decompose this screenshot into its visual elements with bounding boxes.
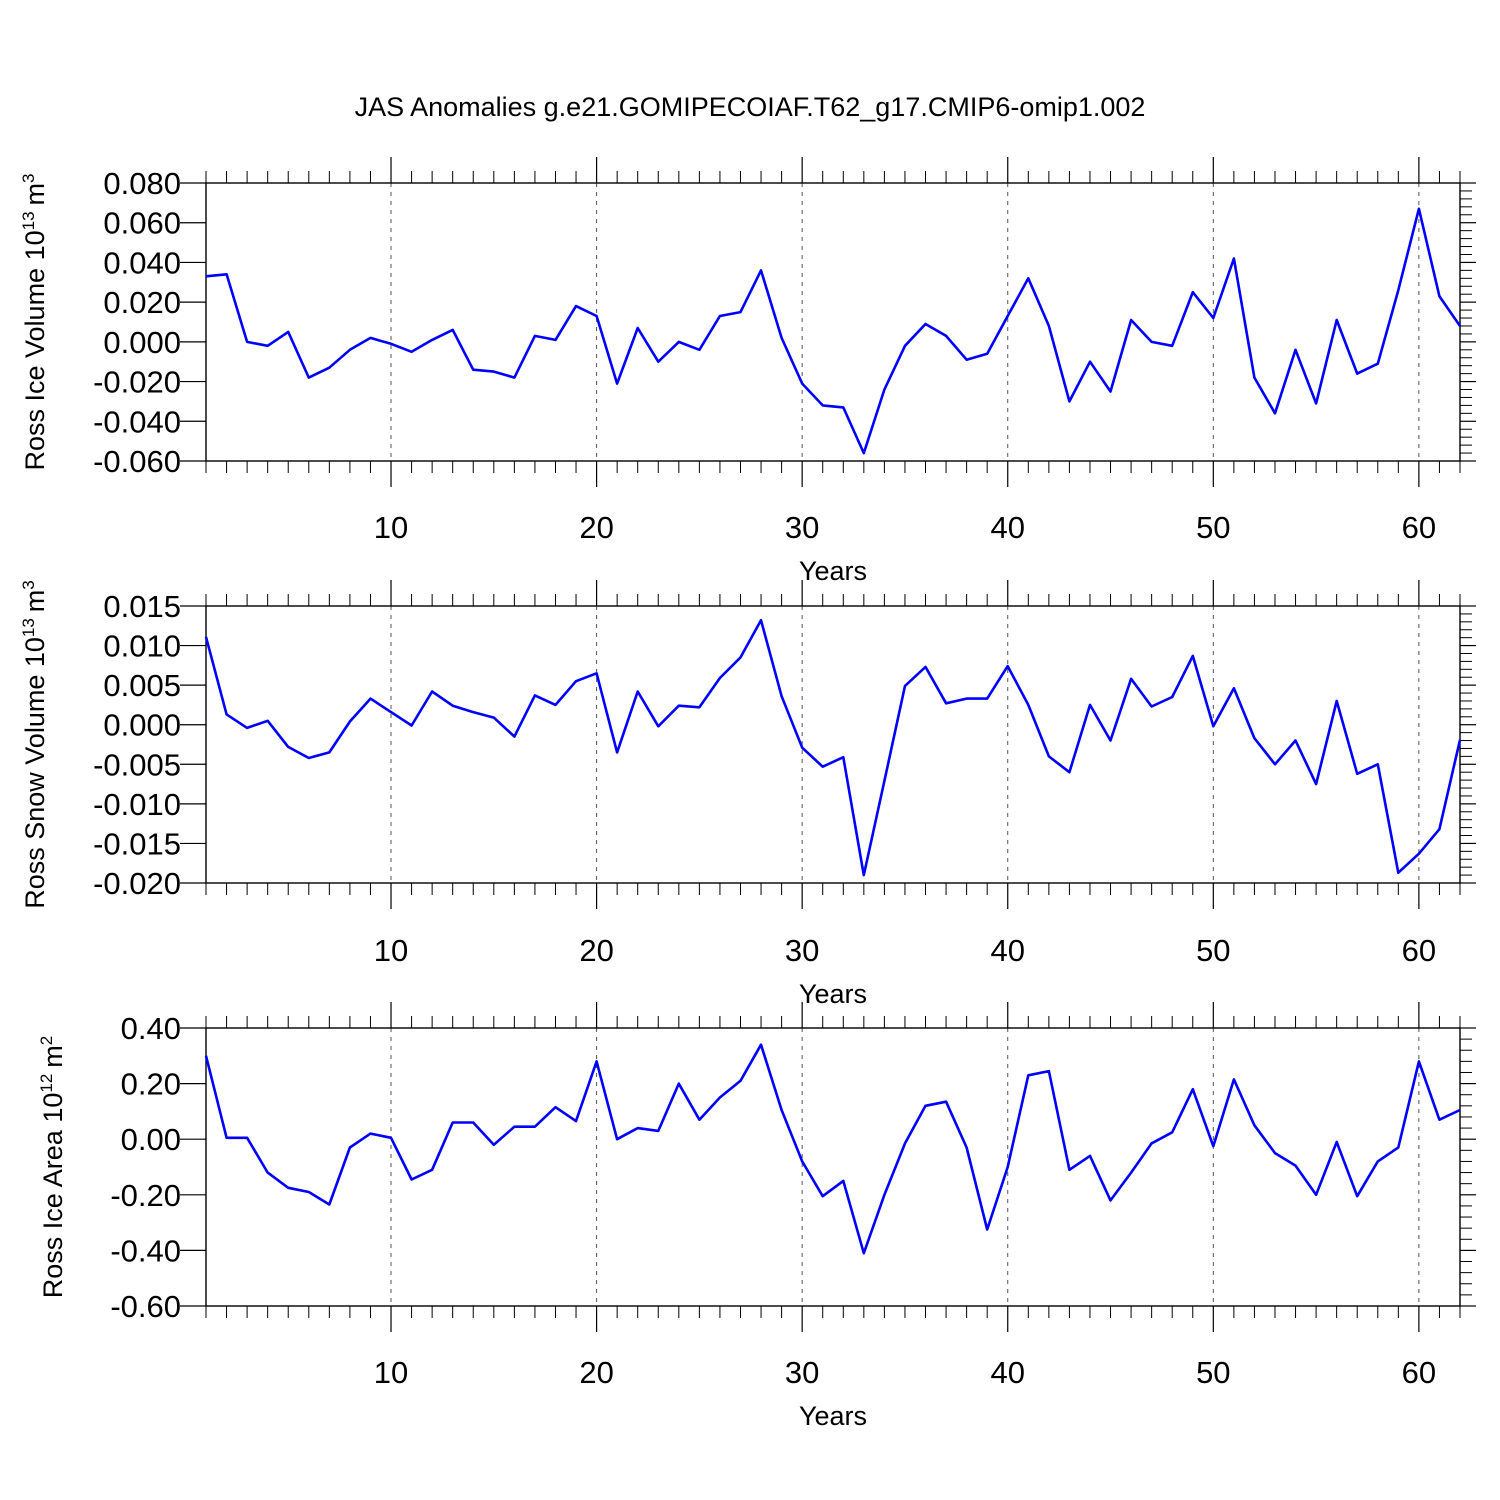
y-tick-label: -0.020 xyxy=(93,365,181,400)
x-tick-label: 50 xyxy=(1196,1355,1230,1390)
figure-title: JAS Anomalies g.e21.GOMIPECOIAF.T62_g17.… xyxy=(354,92,1146,122)
x-tick-label: 40 xyxy=(990,510,1024,545)
y-tick-label: -0.020 xyxy=(93,866,181,901)
y-axis-label-exponent: 13 xyxy=(19,211,38,230)
x-tick-label: 10 xyxy=(374,1355,408,1390)
y-tick-label: -0.40 xyxy=(110,1233,181,1268)
y-axis-label-unit: m xyxy=(20,590,50,613)
y-axis-label: Ross Snow Volume 1013 m3 xyxy=(19,580,50,909)
y-axis-label-unit-exponent: 2 xyxy=(37,1036,56,1045)
x-tick-label: 50 xyxy=(1196,933,1230,968)
y-tick-label: 0.005 xyxy=(103,668,181,703)
x-axis-label: Years xyxy=(799,1401,867,1431)
x-tick-label: 60 xyxy=(1402,1355,1436,1390)
data-series-line xyxy=(204,1043,1461,1255)
plot-frame xyxy=(205,182,1461,462)
y-axis-label-text: Ross Snow Volume 10 xyxy=(20,637,50,909)
y-axis-label: Ross Ice Area 1012 m2 xyxy=(37,1036,68,1299)
y-tick-label: -0.015 xyxy=(93,826,181,861)
data-series-line xyxy=(204,618,1462,877)
x-tick-label: 20 xyxy=(579,1355,613,1390)
chart-panel-2: 10 20 30 40 50 60 -0.020 -0.015 -0.010 -0.005 0.00… xyxy=(19,580,1476,1009)
x-tick-label: 10 xyxy=(374,933,408,968)
x-tick-label: 30 xyxy=(785,933,819,968)
x-tick-label: 40 xyxy=(990,933,1024,968)
y-tick-label: 0.080 xyxy=(103,166,181,201)
x-tick-label: 20 xyxy=(579,933,613,968)
y-tick-label: 0.040 xyxy=(103,245,181,280)
x-tick-label: 30 xyxy=(785,510,819,545)
y-tick-label: 0.20 xyxy=(121,1067,181,1102)
y-tick-label: 0.000 xyxy=(103,708,181,743)
y-tick-label: -0.060 xyxy=(93,444,181,479)
y-tick-label: 0.015 xyxy=(103,589,181,624)
y-axis-label: Ross Ice Volume 1013 m3 xyxy=(19,173,50,470)
x-tick-label: 30 xyxy=(785,1355,819,1390)
y-axis-label-unit-exponent: 3 xyxy=(19,173,38,182)
y-tick-label: 0.40 xyxy=(121,1011,181,1046)
y-axis-label-unit: m xyxy=(20,183,50,206)
y-tick-label: -0.010 xyxy=(93,787,181,822)
data-series-line xyxy=(205,207,1462,455)
y-axis-label-exponent: 13 xyxy=(19,618,38,637)
x-tick-label: 60 xyxy=(1402,933,1436,968)
y-tick-label: 0.010 xyxy=(103,629,181,664)
x-tick-label: 40 xyxy=(990,1355,1024,1390)
y-tick-label: -0.040 xyxy=(93,404,181,439)
x-tick-label: 20 xyxy=(579,510,613,545)
plot-frame xyxy=(205,1027,1461,1307)
y-tick-label: -0.20 xyxy=(110,1178,181,1213)
chart-panel-3: 10 20 30 40 50 60 -0.60 -0.40 -0.20 0.00 0.20 0.40 Y… xyxy=(37,1002,1476,1431)
y-axis-label-unit: m xyxy=(38,1045,68,1068)
y-tick-label: 0.00 xyxy=(121,1122,181,1157)
y-tick-label: 0.020 xyxy=(103,285,181,320)
y-tick-label: 0.000 xyxy=(103,325,181,360)
plot-frame xyxy=(205,605,1461,884)
x-tick-label: 60 xyxy=(1402,510,1436,545)
x-axis-label: Years xyxy=(799,979,867,1009)
y-axis-label-text: Ross Ice Area 10 xyxy=(38,1093,68,1299)
y-axis-label-exponent: 12 xyxy=(37,1074,56,1093)
y-axis-label-text: Ross Ice Volume 10 xyxy=(20,230,50,470)
y-tick-label: -0.005 xyxy=(93,747,181,782)
x-axis-label: Years xyxy=(799,556,867,586)
chart-panel-1: 10 20 30 40 50 60 -0.060 -0.040 -0.020 0.000 0.020… xyxy=(19,157,1476,586)
x-tick-label: 50 xyxy=(1196,510,1230,545)
y-tick-label: -0.60 xyxy=(110,1289,181,1324)
y-axis-label-unit-exponent: 3 xyxy=(19,580,38,589)
y-tick-label: 0.060 xyxy=(103,206,181,241)
x-tick-label: 10 xyxy=(374,510,408,545)
